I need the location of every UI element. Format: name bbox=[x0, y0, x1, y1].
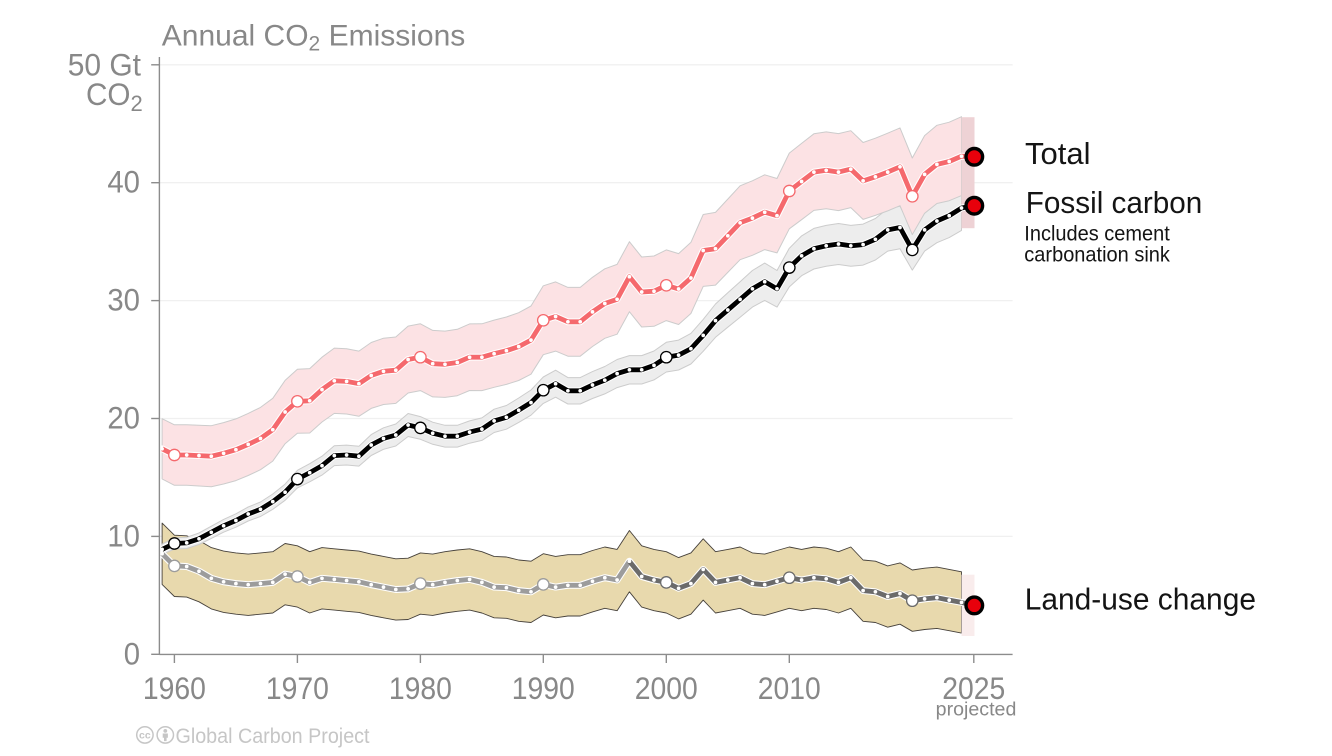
svg-text:CO: CO bbox=[86, 76, 131, 112]
svg-text:Global Carbon Project: Global Carbon Project bbox=[176, 725, 370, 748]
svg-text:0: 0 bbox=[124, 635, 140, 671]
svg-text:1980: 1980 bbox=[389, 670, 452, 706]
svg-text:2025: 2025 bbox=[942, 670, 1005, 706]
svg-text:1960: 1960 bbox=[143, 670, 206, 706]
svg-text:Total: Total bbox=[1025, 136, 1091, 171]
svg-text:10: 10 bbox=[107, 517, 140, 553]
svg-text:cc: cc bbox=[139, 730, 151, 742]
svg-text:2010: 2010 bbox=[758, 670, 821, 706]
svg-text:50 Gt: 50 Gt bbox=[68, 47, 142, 83]
svg-text:carbonation sink: carbonation sink bbox=[1024, 244, 1170, 267]
svg-text:projected: projected bbox=[936, 700, 1017, 721]
svg-text:20: 20 bbox=[107, 400, 140, 436]
svg-text:40: 40 bbox=[107, 164, 140, 200]
svg-text:2000: 2000 bbox=[635, 670, 698, 706]
svg-text:Land-use change: Land-use change bbox=[1025, 581, 1256, 616]
svg-text:1970: 1970 bbox=[266, 670, 329, 706]
svg-text:Fossil carbon: Fossil carbon bbox=[1026, 185, 1203, 220]
svg-text:2: 2 bbox=[131, 91, 143, 116]
svg-text:30: 30 bbox=[107, 282, 140, 318]
svg-text:1990: 1990 bbox=[512, 670, 575, 706]
svg-text:Includes cement: Includes cement bbox=[1024, 223, 1170, 246]
